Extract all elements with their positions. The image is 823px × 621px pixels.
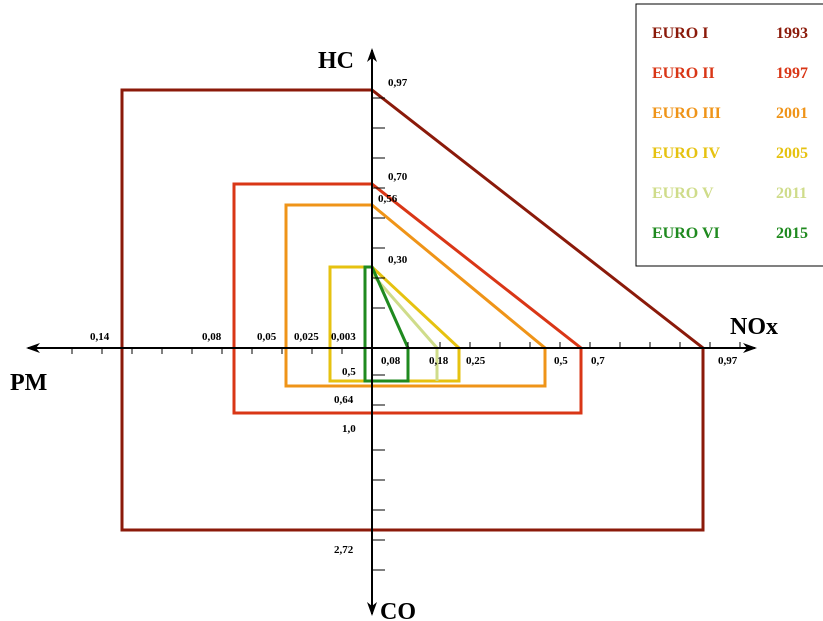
legend-entry-name: EURO I xyxy=(652,25,708,42)
legend-entry-name: EURO V xyxy=(652,185,714,202)
legend-box xyxy=(635,3,823,267)
nox-axis-title: NOx xyxy=(730,314,778,340)
hc-tick-label: 0,70 xyxy=(388,171,408,183)
euro-vi-outline xyxy=(363,265,410,383)
co-tick-label: 0,5 xyxy=(342,366,356,378)
nox-tick-label: 0,18 xyxy=(429,355,449,367)
legend-entry-name: EURO II xyxy=(652,65,715,82)
pm-tick-label: 0,08 xyxy=(202,331,222,343)
legend-entry-year: 2011 xyxy=(776,185,807,202)
co-ticks xyxy=(372,374,385,571)
legend-entry-name: EURO IV xyxy=(652,145,720,162)
pm-tick-label: 0,003 xyxy=(331,331,356,343)
legend-entry-year: 2005 xyxy=(776,145,808,162)
co-tick-label: 2,72 xyxy=(334,544,354,556)
pm-ticks xyxy=(71,348,343,354)
nox-ticks xyxy=(407,342,741,348)
pm-tick-label: 0,14 xyxy=(90,331,110,343)
legend-entry-year: 2015 xyxy=(776,225,808,242)
nox-tick-label: 0,5 xyxy=(554,355,568,367)
pm-tick-label: 0,025 xyxy=(294,331,319,343)
pm-axis-title: PM xyxy=(10,370,47,396)
nox-tick-label: 0,08 xyxy=(381,355,401,367)
co-axis-title: CO xyxy=(380,599,416,621)
hc-ticks xyxy=(372,97,385,309)
nox-tick-label: 0,97 xyxy=(718,355,738,367)
legend-entries: EURO I 1993 EURO II 1997 EURO III 2001 EURO IV… xyxy=(652,25,808,242)
legend: EURO I 1993 EURO II 1997 EURO III 2001 EURO IV… xyxy=(635,3,823,267)
nox-tick-label: 0,7 xyxy=(591,355,605,367)
legend-entry-year: 2001 xyxy=(776,105,808,122)
hc-axis-title: HC xyxy=(318,48,354,74)
euro-i-outline xyxy=(120,88,705,532)
euro-iii-outline xyxy=(284,203,547,388)
euro-ii-outline xyxy=(232,182,583,415)
co-tick-label: 1,0 xyxy=(342,423,356,435)
legend-entry-year: 1993 xyxy=(776,25,808,42)
legend-entry-name: EURO III xyxy=(652,105,721,122)
co-tick-label: 0,64 xyxy=(334,394,354,406)
hc-tick-label: 0,97 xyxy=(388,77,408,89)
hc-tick-label: 0,30 xyxy=(388,254,408,266)
nox-tick-label: 0,25 xyxy=(466,355,486,367)
legend-entry-year: 1997 xyxy=(776,65,808,82)
legend-entry-name: EURO VI xyxy=(652,225,720,242)
tick-marks xyxy=(71,97,741,571)
hc-tick-label: 0,56 xyxy=(378,193,398,205)
standard-outlines xyxy=(120,88,705,532)
pm-tick-label: 0,05 xyxy=(257,331,277,343)
